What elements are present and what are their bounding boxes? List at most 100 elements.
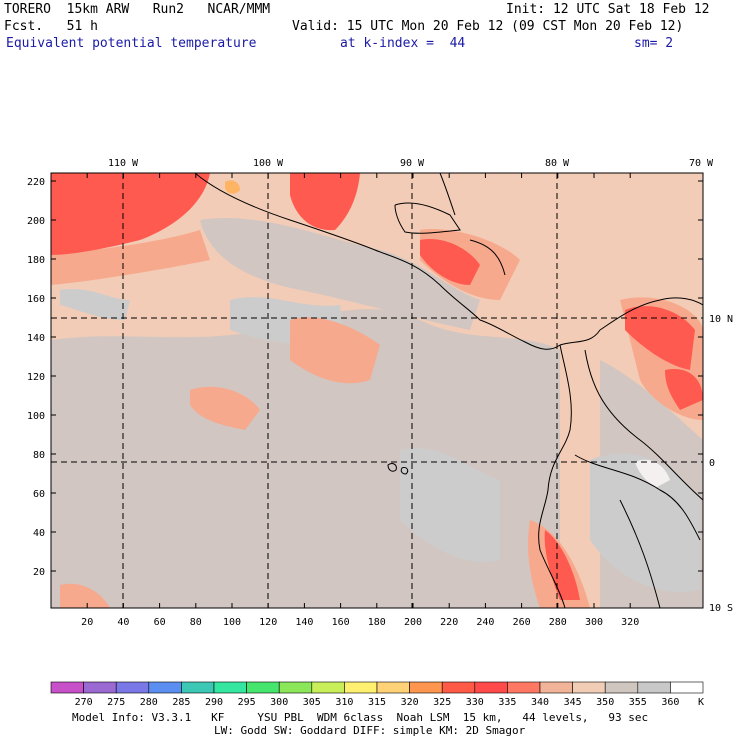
physics-info-line: LW: Godd SW: Goddard DIFF: simple KM: 2D…: [214, 724, 526, 737]
colorbar-swatch: [278, 681, 313, 694]
colorbar-label: 305: [303, 697, 321, 708]
ecuador-peru-border: [574, 454, 701, 541]
honduras-border: [469, 239, 506, 276]
colorbar-label: 345: [564, 697, 582, 708]
x-tick-label: 180: [368, 617, 386, 628]
x-tick-label: 120: [259, 617, 277, 628]
red-regions: [51, 173, 703, 600]
colorbar-label: 340: [531, 697, 549, 708]
galapagos-islands: [387, 463, 409, 475]
longitude-labels: 110 W 100 W 90 W 80 W 70 W: [108, 158, 714, 169]
x-tick-label: 100: [223, 617, 241, 628]
y-tick-label: 140: [27, 333, 45, 344]
init-time: Init: 12 UTC Sat 18 Feb 12: [506, 2, 710, 17]
y-tick-label: 180: [27, 255, 45, 266]
field-name: Equivalent potential temperature: [6, 36, 257, 51]
y-tick-label: 40: [33, 528, 45, 539]
colorbar: 270 275 280 285 290 295 300 305 310 315 320 325 330 3…: [50, 681, 704, 708]
colorbar-swatch: [344, 681, 378, 694]
colombia-ecuador-border: [584, 349, 703, 501]
colorbar-swatch: [441, 681, 476, 694]
colorbar-swatch: [50, 681, 84, 694]
lon-label-70w: 70 W: [689, 158, 714, 169]
level-label: at k-index = 44: [340, 36, 466, 51]
y-axis-ticks: 220 200 180 160 140 120 100 80 60 40 20: [27, 177, 703, 578]
y-tick-label: 120: [27, 372, 45, 383]
x-tick-label: 300: [585, 617, 603, 628]
x-axis-ticks: 20 40 60 80 100 120 140 160 180 200 220 240 260 280 30…: [81, 173, 639, 628]
colorbar-swatch: [376, 681, 410, 694]
colorbar-label: 350: [596, 697, 614, 708]
lon-label-90w: 90 W: [400, 158, 425, 169]
colorbar-label: 310: [335, 697, 353, 708]
theta-e-field: [51, 173, 703, 608]
x-tick-label: 40: [117, 617, 129, 628]
colorbar-label: 300: [270, 697, 288, 708]
south-america-pacific-coast: [538, 344, 572, 608]
colorbar-label: 285: [172, 697, 190, 708]
peru-brazil-border: [619, 499, 661, 608]
colorbar-label: 360: [661, 697, 679, 708]
mexico-border: [439, 173, 456, 216]
colorbar-swatch: [604, 681, 639, 694]
x-tick-label: 60: [154, 617, 166, 628]
x-tick-label: 240: [476, 617, 494, 628]
y-tick-label: 220: [27, 177, 45, 188]
y-tick-label: 20: [33, 567, 45, 578]
latitude-labels: 10 N 0 10 S: [709, 314, 733, 614]
colorbar-swatch: [670, 681, 704, 694]
lat-label-0: 0: [709, 458, 715, 469]
colorbar-label: 280: [140, 697, 158, 708]
forecast-hour: Fcst. 51 h: [4, 19, 98, 34]
y-tick-label: 60: [33, 489, 45, 500]
x-tick-label: 220: [440, 617, 458, 628]
central-america-coast: [194, 173, 561, 350]
valid-time: Valid: 15 UTC Mon 20 Feb 12 (09 CST Mon …: [292, 19, 684, 34]
colorbar-swatch: [311, 681, 345, 694]
colorbar-label: 315: [368, 697, 386, 708]
colorbar-unit: K: [698, 697, 704, 708]
colorbar-swatch: [539, 681, 573, 694]
colorbar-label: 290: [205, 697, 223, 708]
y-tick-label: 80: [33, 450, 45, 461]
colorbar-swatch: [246, 681, 280, 694]
colorbar-swatch: [637, 681, 671, 694]
colorbar-label: 325: [433, 697, 451, 708]
y-tick-label: 160: [27, 294, 45, 305]
colorbar-swatch: [115, 681, 150, 694]
colorbar-label: 295: [238, 697, 256, 708]
colorbar-label: 320: [401, 697, 419, 708]
lon-label-110w: 110 W: [108, 158, 139, 169]
colorbar-label: 275: [107, 697, 125, 708]
orange-spots: [225, 180, 240, 194]
colorbar-swatch: [83, 681, 117, 694]
y-tick-label: 200: [27, 216, 45, 227]
lat-label-10s: 10 S: [709, 603, 733, 614]
x-tick-label: 80: [190, 617, 202, 628]
x-tick-label: 200: [404, 617, 422, 628]
smoothing-label: sm= 2: [634, 36, 674, 51]
x-tick-label: 160: [332, 617, 350, 628]
colorbar-label: 330: [466, 697, 484, 708]
white-spot: [635, 459, 670, 488]
lat-label-10n: 10 N: [709, 314, 733, 325]
colorbar-swatch: [148, 681, 182, 694]
lon-label-80w: 80 W: [545, 158, 570, 169]
y-tick-label: 100: [27, 411, 45, 422]
coastlines: [194, 173, 703, 608]
lon-label-100w: 100 W: [253, 158, 284, 169]
colorbar-swatch: [572, 681, 606, 694]
colorbar-label: 335: [498, 697, 516, 708]
colorbar-label: 270: [75, 697, 93, 708]
colorbar-swatch: [213, 681, 247, 694]
colorbar-swatch: [181, 681, 215, 694]
graticule: [51, 173, 703, 608]
colorbar-swatch: [507, 681, 541, 694]
colombia-caribbean-coast: [559, 297, 703, 346]
colorbar-swatch: [409, 681, 443, 694]
x-tick-label: 20: [81, 617, 93, 628]
colorbar-swatch: [474, 681, 508, 694]
yucatan-outline: [394, 202, 461, 234]
model-info-line: Model Info: V3.3.1 KF YSU PBL WDM 6class…: [72, 711, 649, 724]
